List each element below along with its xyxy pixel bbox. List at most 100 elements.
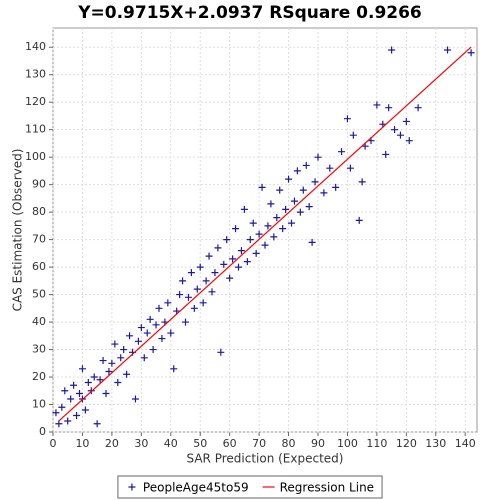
x-tick-label: 120 xyxy=(396,437,417,450)
y-tick-label: 120 xyxy=(25,95,46,108)
point xyxy=(202,277,210,285)
point xyxy=(117,354,125,362)
x-tick-label: 30 xyxy=(134,437,148,450)
legend-label: PeopleAge45to59 xyxy=(143,481,249,495)
point xyxy=(264,222,272,230)
point xyxy=(64,417,72,425)
point xyxy=(299,186,307,194)
point xyxy=(305,203,313,211)
point xyxy=(120,346,128,354)
point xyxy=(55,420,63,428)
point xyxy=(405,137,413,145)
point xyxy=(226,274,234,282)
point xyxy=(285,175,293,183)
point xyxy=(76,390,83,398)
point xyxy=(249,219,257,227)
y-tick-label: 90 xyxy=(32,178,46,191)
point xyxy=(179,277,187,285)
plot-area xyxy=(52,27,478,433)
point xyxy=(134,337,142,345)
point xyxy=(279,225,287,233)
point xyxy=(273,214,281,222)
point xyxy=(143,329,151,337)
point xyxy=(78,365,86,373)
point xyxy=(81,406,89,414)
x-tick-label: 110 xyxy=(366,437,387,450)
point xyxy=(184,293,192,301)
point xyxy=(240,205,248,213)
point xyxy=(176,291,184,299)
point xyxy=(187,269,195,277)
point xyxy=(261,241,269,249)
point xyxy=(208,288,216,296)
x-tick-label: 50 xyxy=(193,437,207,450)
point xyxy=(167,329,175,337)
x-tick-label: 130 xyxy=(425,437,446,450)
point xyxy=(90,373,98,381)
point xyxy=(158,335,166,343)
point xyxy=(255,230,263,238)
point xyxy=(276,186,284,194)
point xyxy=(235,263,242,271)
point xyxy=(223,236,231,244)
point xyxy=(102,390,110,398)
point xyxy=(444,46,452,54)
point xyxy=(355,216,363,224)
point xyxy=(170,365,178,373)
point xyxy=(243,258,251,266)
x-tick-label: 100 xyxy=(337,437,358,450)
point xyxy=(346,164,354,172)
point xyxy=(190,304,198,312)
point xyxy=(388,46,396,54)
point xyxy=(320,189,328,197)
point xyxy=(232,225,240,233)
x-tick-label: 70 xyxy=(252,437,266,450)
y-axis-label: CAS Estimation (Observed) xyxy=(11,149,25,312)
point xyxy=(220,260,228,268)
point xyxy=(114,379,122,387)
point xyxy=(111,340,119,348)
point xyxy=(267,200,275,208)
point xyxy=(296,208,304,216)
point xyxy=(332,183,340,191)
x-axis-label: SAR Prediction (Expected) xyxy=(187,452,344,466)
point xyxy=(314,153,322,161)
y-tick-label: 140 xyxy=(25,40,46,53)
x-tick-label: 90 xyxy=(311,437,325,450)
point xyxy=(84,379,92,387)
point xyxy=(402,117,410,125)
point xyxy=(302,161,310,169)
point xyxy=(385,104,393,112)
point xyxy=(123,370,131,378)
point xyxy=(152,321,160,329)
point xyxy=(237,247,245,255)
point xyxy=(146,315,154,323)
point xyxy=(52,409,60,417)
point xyxy=(70,381,78,389)
point xyxy=(467,49,475,57)
point xyxy=(308,238,316,246)
point xyxy=(217,348,225,356)
point xyxy=(343,115,351,123)
point xyxy=(338,148,346,156)
legend-swatch xyxy=(128,483,136,491)
point xyxy=(58,403,66,411)
point xyxy=(126,332,134,340)
point xyxy=(211,269,219,277)
y-tick-label: 70 xyxy=(32,233,46,246)
point xyxy=(99,357,107,365)
point xyxy=(382,150,390,158)
y-tick-label: 30 xyxy=(32,343,46,356)
point xyxy=(373,101,381,109)
y-tick-label: 40 xyxy=(32,315,46,328)
point xyxy=(67,395,75,403)
point xyxy=(164,299,172,307)
point xyxy=(293,167,301,175)
x-tick-label: 0 xyxy=(50,437,57,450)
point xyxy=(391,126,399,134)
y-tick-label: 110 xyxy=(25,123,46,136)
point xyxy=(229,255,237,263)
chart-title: Y=0.9715X+2.0937 RSquare 0.9266 xyxy=(77,3,422,23)
y-tick-label: 50 xyxy=(32,288,46,301)
point xyxy=(93,420,101,428)
